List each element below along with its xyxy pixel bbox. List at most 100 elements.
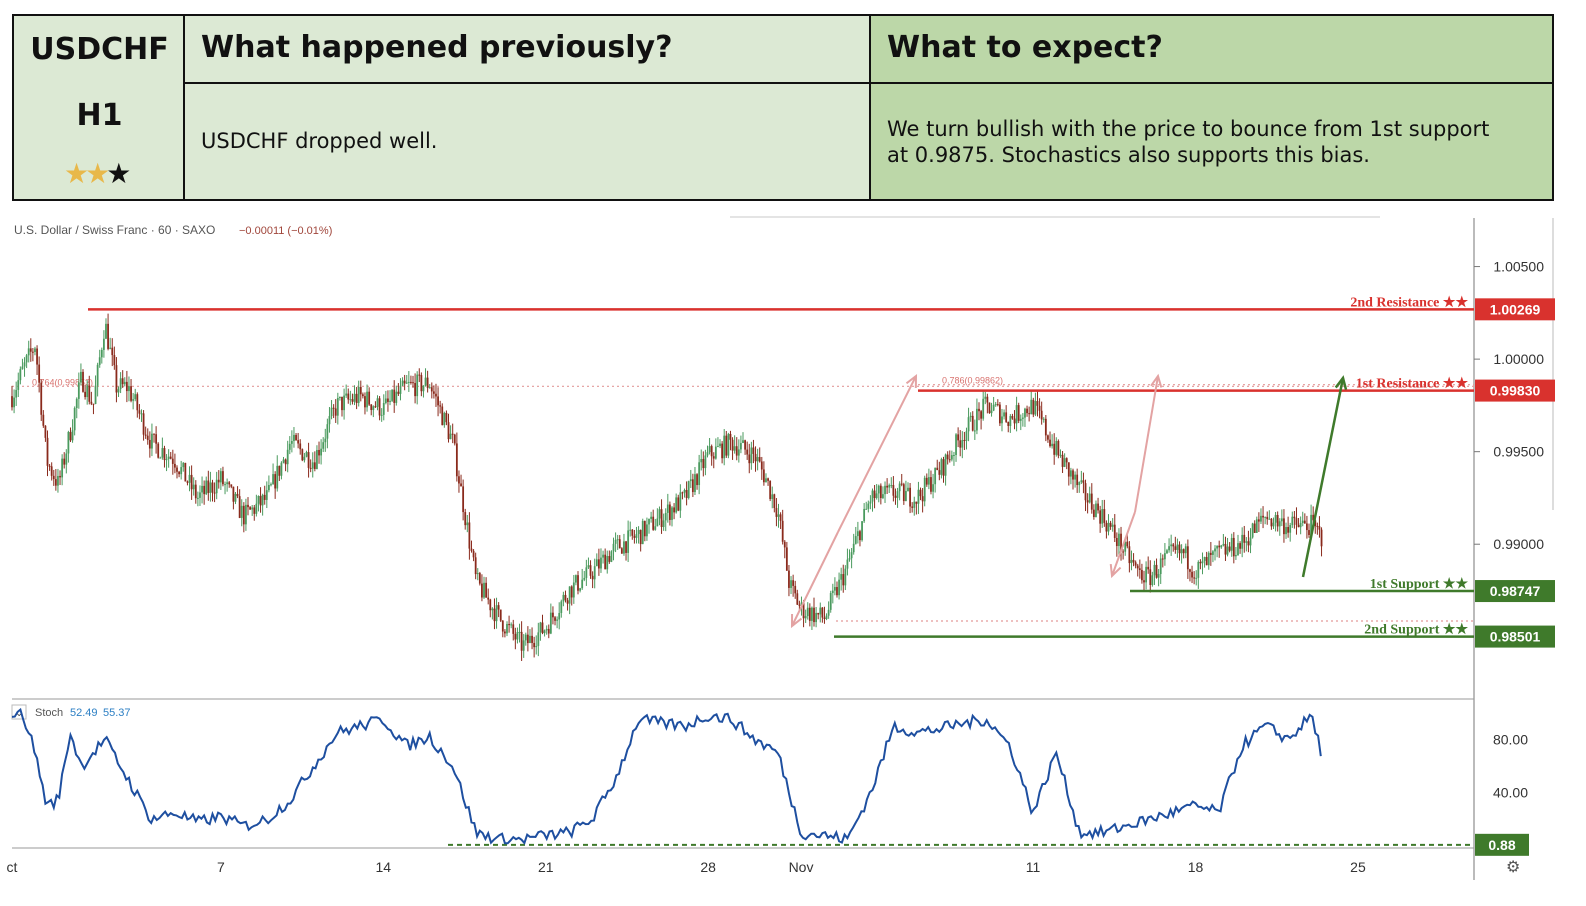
- candle-body: [27, 348, 30, 356]
- candle-body: [132, 399, 135, 401]
- candle-body: [318, 449, 320, 456]
- candle-body: [896, 491, 899, 498]
- candle-body: [792, 580, 795, 586]
- candle-body: [504, 631, 506, 634]
- candle-body: [932, 484, 934, 492]
- price-chart[interactable]: U.S. Dollar / Swiss Franc · 60 · SAXO −0…: [0, 210, 1586, 900]
- candle-body: [957, 434, 960, 441]
- candle-body: [612, 543, 615, 552]
- candle-body: [1245, 541, 1248, 543]
- candle-body: [1007, 421, 1010, 426]
- candle-body: [1040, 410, 1043, 420]
- candle-body: [182, 462, 185, 468]
- candle-body: [700, 458, 703, 463]
- candle-body: [867, 503, 870, 509]
- level-price-badge: [1475, 625, 1555, 648]
- candle-body: [209, 482, 212, 493]
- candle-body: [1237, 543, 1239, 556]
- candle-body: [1170, 544, 1173, 547]
- candle-body: [604, 554, 607, 570]
- candle-body: [495, 605, 498, 622]
- candle-body: [1235, 555, 1237, 557]
- candle-body: [297, 440, 300, 444]
- candle-body: [382, 403, 385, 415]
- candle-body: [1306, 523, 1308, 531]
- candle-body: [1239, 543, 1241, 549]
- candle-body: [1216, 545, 1219, 549]
- candle-body: [706, 452, 709, 456]
- candle-body: [199, 492, 201, 498]
- candle-body: [1115, 537, 1118, 547]
- candle-body: [17, 380, 20, 390]
- candle-body: [633, 535, 636, 538]
- candle-body: [48, 465, 51, 467]
- candle-body: [712, 456, 715, 459]
- candle-body: [762, 469, 765, 483]
- candle-body: [1070, 470, 1072, 477]
- candle-body: [1149, 569, 1152, 585]
- candle-body: [1032, 399, 1035, 415]
- candle-body: [1249, 537, 1252, 546]
- candle-body: [811, 607, 813, 621]
- candle-body: [1084, 483, 1087, 501]
- candle-body: [514, 633, 517, 640]
- candle-body: [572, 582, 575, 598]
- stoch-line: [11, 707, 1322, 845]
- candle-body: [723, 435, 726, 459]
- candle-body: [535, 645, 538, 648]
- candle-body: [313, 462, 316, 469]
- candle-body: [1293, 516, 1296, 519]
- candle-body: [988, 402, 991, 414]
- candle-body: [1005, 412, 1008, 422]
- candle-body: [1314, 520, 1317, 526]
- candle-body: [1193, 577, 1196, 579]
- candle-body: [708, 446, 711, 453]
- candle-body: [545, 628, 548, 631]
- candle-body: [274, 474, 277, 489]
- price-tick-label: 0.99500: [1493, 444, 1544, 460]
- candle-body: [82, 371, 84, 392]
- candle-body: [322, 442, 325, 449]
- candle-body: [673, 507, 675, 513]
- candle-body: [487, 597, 490, 600]
- candle-body: [1057, 440, 1060, 456]
- candle-body: [501, 620, 504, 632]
- candle-body: [1182, 549, 1185, 554]
- candle-body: [635, 534, 638, 538]
- candle-body: [909, 487, 911, 507]
- x-tick-label: 14: [376, 859, 392, 875]
- x-tick-label: 18: [1188, 859, 1204, 875]
- candle-body: [882, 494, 884, 499]
- candle-body: [1220, 545, 1223, 548]
- symbol-label: USDCHF: [30, 32, 169, 67]
- candle-body: [1003, 412, 1005, 417]
- candle-body: [595, 559, 598, 567]
- candle-body: [804, 616, 807, 619]
- candle-body: [779, 514, 782, 521]
- candle-body: [186, 481, 189, 483]
- candle-body: [681, 492, 684, 494]
- candle-body: [996, 404, 999, 406]
- settings-gear-icon[interactable]: ⚙: [1506, 857, 1520, 876]
- candle-body: [458, 476, 460, 484]
- candle-body: [121, 378, 124, 385]
- candle-body: [1278, 521, 1281, 527]
- candle-body: [435, 393, 437, 397]
- candle-body: [756, 457, 759, 462]
- candle-body: [1270, 518, 1273, 527]
- candle-body: [263, 494, 266, 500]
- candle-body: [272, 474, 274, 485]
- candle-body: [332, 407, 335, 409]
- candle-body: [67, 432, 70, 454]
- candle-body: [1092, 509, 1095, 518]
- candle-body: [652, 516, 655, 530]
- candle-body: [1063, 458, 1066, 467]
- candle-body: [992, 404, 995, 411]
- candle-body: [1141, 569, 1143, 581]
- candle-body: [788, 570, 790, 588]
- candle-body: [424, 377, 427, 386]
- candle-body: [971, 415, 974, 431]
- candle-body: [689, 479, 692, 482]
- candle-body: [146, 435, 149, 440]
- candle-body: [485, 582, 488, 598]
